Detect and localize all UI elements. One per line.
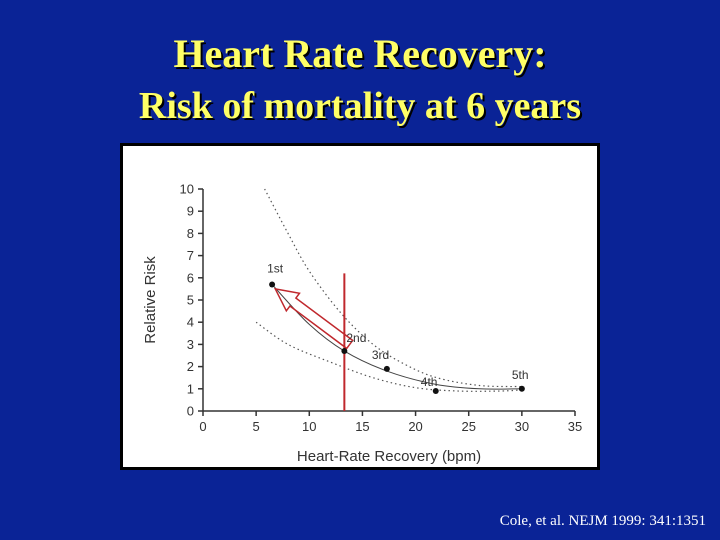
confidence-band-upper (264, 188, 522, 388)
x-tick-label: 15 (355, 419, 369, 434)
x-tick-label: 0 (199, 419, 206, 434)
slide-title-line-2: Risk of mortality at 6 years (138, 85, 582, 127)
data-point-label: 1st (267, 261, 284, 275)
y-tick-label: 0 (187, 404, 194, 419)
y-tick-label: 3 (187, 337, 194, 352)
chart-figure: 0 1 2 3 4 5 6 7 8 9 10 0 5 10 15 20 25 30 35 Heart-Rate Rec… (120, 143, 600, 470)
y-axis-label: Relative Risk (142, 256, 159, 344)
data-point-label: 2nd (346, 331, 366, 345)
data-point (383, 365, 390, 372)
x-tick-label: 20 (408, 419, 422, 434)
x-axis-label: Heart-Rate Recovery (bpm) (297, 448, 481, 465)
y-tick-label: 2 (187, 359, 194, 374)
trend-arrow (273, 287, 354, 350)
data-point (269, 281, 276, 288)
y-tick-label: 10 (180, 182, 194, 197)
y-tick-label: 8 (187, 226, 194, 241)
citation: Cole, et al. NEJM 1999: 341:1351 (499, 513, 706, 529)
x-tick-label: 10 (302, 419, 316, 434)
y-tick-label: 4 (187, 315, 194, 330)
y-tick-label: 1 (187, 381, 194, 396)
x-tick-label: 30 (515, 419, 529, 434)
y-tick-label: 7 (187, 248, 194, 263)
relative-risk-chart: 0 1 2 3 4 5 6 7 8 9 10 0 5 10 15 20 25 30 35 Heart-Rate Rec… (142, 182, 582, 466)
x-tick-label: 35 (568, 419, 582, 434)
data-point (432, 388, 439, 395)
data-point-label: 3rd (372, 348, 389, 362)
data-point-label: 4th (421, 375, 438, 389)
y-tick-label: 5 (187, 293, 194, 308)
y-tick-label: 6 (187, 270, 194, 285)
slide-title-line-1: Heart Rate Recovery: (173, 31, 547, 76)
data-point (518, 385, 525, 392)
x-tick-label: 5 (253, 419, 260, 434)
fit-curve (271, 284, 522, 390)
x-tick-label: 25 (461, 419, 475, 434)
data-point (341, 348, 348, 355)
y-tick-label: 9 (187, 204, 194, 219)
data-point-label: 5th (512, 368, 529, 382)
